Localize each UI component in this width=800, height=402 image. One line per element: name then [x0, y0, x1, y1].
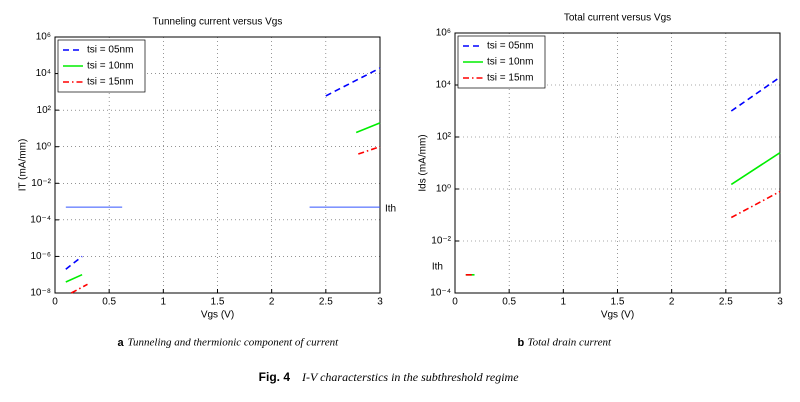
series-line	[65, 122, 381, 283]
y-tick-label: 10⁻⁴	[430, 288, 451, 299]
series-line	[465, 190, 781, 276]
caption: Tunneling and thermionic component of cu…	[128, 337, 340, 349]
threshold-label: Ith	[385, 204, 396, 215]
y-tick-label: 10⁻²	[431, 236, 451, 247]
chart-title: Tunneling current versus Vgs	[153, 17, 283, 28]
x-tick-label: 1.5	[211, 297, 225, 308]
y-tick-label: 10⁰	[436, 184, 451, 195]
y-tick-label: 10⁻⁶	[30, 251, 51, 262]
plot-frame	[54, 36, 381, 294]
x-tick-label: 2	[269, 297, 275, 308]
x-tick-label: 2.5	[719, 297, 733, 308]
caption: Total drain current	[528, 337, 612, 349]
series-line	[730, 76, 781, 112]
y-tick-label: 10⁶	[436, 28, 451, 39]
series-line	[65, 67, 381, 270]
x-tick-label: 0.5	[102, 297, 116, 308]
x-axis-label: Vgs (V)	[201, 310, 234, 321]
legend-label: tsi = 05nm	[487, 41, 533, 52]
y-tick-label: 10⁴	[436, 80, 451, 91]
y-tick-label: 10²	[437, 132, 452, 143]
x-tick-label: 3	[377, 297, 383, 308]
threshold-label: Ith	[432, 261, 443, 272]
y-tick-label: 10⁴	[36, 68, 51, 79]
legend-label: tsi = 15nm	[87, 77, 133, 88]
caption-label: a	[118, 337, 125, 349]
y-tick-label: 10²	[37, 105, 52, 116]
x-tick-label: 3	[777, 297, 783, 308]
x-tick-label: 1.5	[611, 297, 625, 308]
legend-label: tsi = 10nm	[87, 61, 133, 72]
x-axis-label: Vgs (V)	[601, 310, 634, 321]
y-tick-label: 10⁻⁸	[30, 288, 51, 299]
x-tick-label: 0	[52, 297, 58, 308]
plot-frame	[454, 32, 781, 294]
x-tick-label: 0	[452, 297, 458, 308]
y-tick-label: 10⁻²	[31, 178, 51, 189]
x-tick-label: 0.5	[502, 297, 516, 308]
y-axis-label: Ids (mA/mm)	[418, 134, 429, 191]
y-tick-label: 10⁰	[36, 141, 51, 152]
figure-caption: I-V characterstics in the subthreshold r…	[301, 370, 519, 384]
y-axis-label: IT (mA/mm)	[18, 139, 29, 192]
y-tick-label: 10⁶	[36, 32, 51, 43]
figure-label: Fig. 4	[259, 370, 291, 384]
legend-label: tsi = 15nm	[487, 73, 533, 84]
legend-label: tsi = 10nm	[487, 57, 533, 68]
x-tick-label: 2	[669, 297, 675, 308]
legend-label: tsi = 05nm	[87, 45, 133, 56]
chart-title: Total current versus Vgs	[564, 13, 671, 24]
series-line	[465, 152, 781, 276]
x-tick-label: 1	[161, 297, 167, 308]
series-line	[70, 145, 381, 294]
x-tick-label: 1	[561, 297, 567, 308]
x-tick-label: 2.5	[319, 297, 333, 308]
y-tick-label: 10⁻⁴	[30, 214, 51, 225]
caption-label: b	[518, 337, 525, 349]
